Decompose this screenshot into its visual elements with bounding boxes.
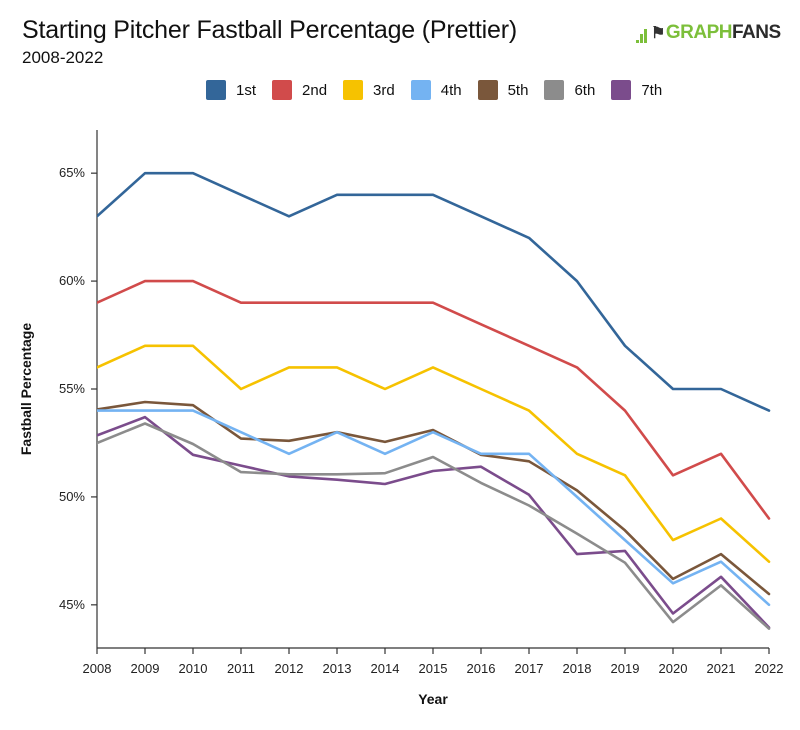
x-tick-label: 2020 <box>659 661 688 676</box>
legend-swatch <box>477 80 498 100</box>
legend-label: 2nd <box>302 81 328 99</box>
legend-label: 4th <box>440 81 462 99</box>
legend-label: 7th <box>641 81 663 99</box>
x-tick-label: 2019 <box>611 661 640 676</box>
series-line-4th <box>97 409 771 607</box>
chart-title: Starting Pitcher Fastball Percentage (Pr… <box>22 16 517 44</box>
legend-swatch <box>206 80 226 100</box>
legend-label: 1st <box>236 81 257 99</box>
x-axis-title: Year <box>418 691 448 707</box>
x-tick-label: 2012 <box>275 661 304 676</box>
legend-label: 5th <box>507 81 529 99</box>
x-tick-label: 2018 <box>563 661 592 676</box>
y-axis-title: Fastball Percentage <box>18 323 34 455</box>
x-tick-label: 2013 <box>323 661 352 676</box>
y-tick-label: 45% <box>59 597 85 612</box>
legend-label: 3rd <box>373 81 395 99</box>
logo-bars-icon <box>636 23 648 43</box>
legend-swatch <box>410 80 431 100</box>
legend-swatch <box>343 80 364 100</box>
series-line-2nd <box>97 279 771 520</box>
legend-item-7th: 7th <box>611 80 662 100</box>
y-tick-label: 50% <box>59 489 85 504</box>
chart-subtitle: 2008-2022 <box>22 48 104 67</box>
x-tick-label: 2017 <box>515 661 544 676</box>
x-tick-label: 2014 <box>371 661 400 676</box>
x-tick-label: 2011 <box>227 661 255 676</box>
y-tick-label: 65% <box>59 165 85 180</box>
legend-item-5th: 5th <box>477 80 529 100</box>
x-tick-label: 2009 <box>131 661 160 676</box>
x-tick-label: 2015 <box>419 661 448 676</box>
x-tick-label: 2016 <box>467 661 496 676</box>
y-tick-label: 60% <box>59 273 85 288</box>
series-line-3rd <box>97 344 771 564</box>
x-tick-label: 2022 <box>755 661 784 676</box>
legend-item-6th: 6th <box>544 80 595 100</box>
x-tick-label: 2010 <box>179 661 208 676</box>
legend-swatch <box>544 80 565 100</box>
legend-swatch <box>611 80 632 100</box>
legend-label: 6th <box>574 81 596 99</box>
chart-legend: 1st 2nd 3rd 4th 5th 6th 7th <box>206 80 678 100</box>
legend-item-3rd: 3rd <box>343 80 395 100</box>
batter-silhouette-icon: ⚑ <box>651 25 665 42</box>
series-line-1st <box>97 171 771 412</box>
x-tick-label: 2021 <box>707 661 736 676</box>
series-line-7th <box>97 415 771 629</box>
legend-item-2nd: 2nd <box>272 80 327 100</box>
legend-item-4th: 4th <box>410 80 462 100</box>
x-tick-label: 2008 <box>83 661 112 676</box>
series-line-6th <box>97 422 771 630</box>
legend-item-1st: 1st <box>206 80 256 100</box>
series-line-5th <box>97 400 771 596</box>
fangraphs-logo: ⚑ GRAPH FANS <box>636 22 781 44</box>
y-tick-label: 55% <box>59 381 85 396</box>
legend-swatch <box>272 80 293 100</box>
